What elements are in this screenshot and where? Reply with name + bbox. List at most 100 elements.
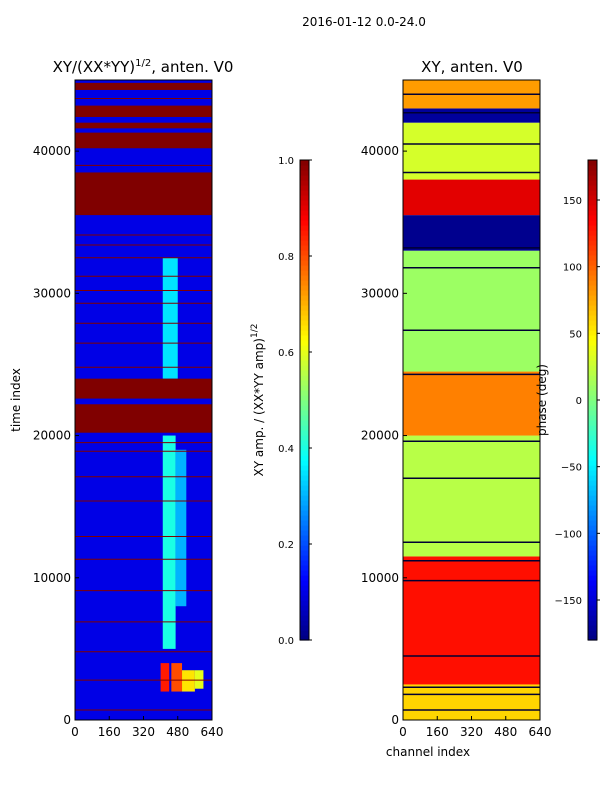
amplitude-colorbar-label: XY amp. / (XX*YY amp)1/2 — [250, 324, 266, 477]
colorbar-step — [300, 160, 309, 166]
panel-phase: XY, anten. V0 0 160 320 480 640 0 10000 20000 3… — [361, 58, 552, 759]
colorbar-step — [588, 535, 597, 541]
colorbar-step — [300, 435, 309, 441]
colorbar-step — [588, 365, 597, 371]
colorbar-step — [300, 555, 309, 561]
colorbar-step — [300, 345, 309, 351]
colorbar-step — [588, 380, 597, 386]
x-tick-label: 320 — [132, 725, 155, 739]
colorbar-step — [588, 300, 597, 306]
colorbar-step — [300, 425, 309, 431]
colorbar-step — [588, 405, 597, 411]
colorbar-step — [300, 570, 309, 576]
heatmap-hotspot — [160, 663, 170, 692]
colorbar-step — [300, 490, 309, 496]
colorbar-step — [300, 385, 309, 391]
colorbar-step — [588, 575, 597, 581]
colorbar-step — [300, 525, 309, 531]
colorbar-step — [588, 395, 597, 401]
colorbar-step — [588, 280, 597, 286]
colorbar-step — [588, 630, 597, 636]
y-tick-label: 30000 — [361, 286, 399, 300]
colorbar-step — [300, 475, 309, 481]
panel-phase-title: XY, anten. V0 — [421, 58, 523, 76]
colorbar-step — [300, 615, 309, 621]
colorbar-step — [300, 330, 309, 336]
colorbar-step — [588, 225, 597, 231]
colorbar-tick-label: 0.2 — [278, 540, 294, 551]
colorbar-step — [588, 540, 597, 546]
colorbar-step — [588, 415, 597, 421]
colorbar-step — [300, 315, 309, 321]
colorbar-step — [300, 590, 309, 596]
colorbar-tick-label: −100 — [555, 529, 582, 540]
colorbar-step — [300, 255, 309, 261]
colorbar-step — [588, 245, 597, 251]
colorbar-step — [588, 360, 597, 366]
colorbar-step — [588, 555, 597, 561]
x-tick-label: 0 — [71, 725, 79, 739]
colorbar-step — [588, 325, 597, 331]
heatmap-band — [403, 556, 540, 685]
colorbar-step — [300, 230, 309, 236]
colorbar-step — [300, 280, 309, 286]
heatmap-band — [75, 378, 212, 399]
colorbar-step — [300, 250, 309, 256]
colorbar-step — [588, 505, 597, 511]
colorbar-step — [588, 430, 597, 436]
colorbar-step — [300, 370, 309, 376]
colorbar-step — [300, 415, 309, 421]
colorbar-step — [300, 365, 309, 371]
heatmap-band — [403, 122, 540, 180]
colorbar-step — [588, 235, 597, 241]
colorbar-step — [588, 515, 597, 521]
colorbar-step — [588, 465, 597, 471]
colorbar-step — [300, 585, 309, 591]
colorbar-step — [588, 310, 597, 316]
colorbar-step — [300, 350, 309, 356]
colorbar-step — [588, 605, 597, 611]
colorbar-step — [300, 605, 309, 611]
colorbar-step — [588, 510, 597, 516]
colorbar-step — [588, 370, 597, 376]
colorbar-tick-label: −150 — [555, 596, 582, 607]
colorbar-step — [300, 295, 309, 301]
heatmap-hotspot — [171, 663, 183, 692]
phase-x-ticks: 0 160 320 480 640 — [399, 716, 551, 739]
amplitude-x-ticks: 0 160 320 480 640 — [71, 716, 223, 739]
heatmap-hotspot — [175, 449, 187, 607]
colorbar-step — [300, 170, 309, 176]
phase-colorbar-ticks: −150 −100 −50 0 50 100 150 — [555, 196, 600, 607]
colorbar-step — [300, 335, 309, 341]
colorbar-step — [588, 500, 597, 506]
y-tick-label: 20000 — [33, 429, 71, 443]
y-tick-label: 40000 — [361, 144, 399, 158]
colorbar-step — [588, 620, 597, 626]
amplitude-y-ticks: 0 10000 20000 30000 40000 — [33, 144, 79, 727]
colorbar-step — [300, 175, 309, 181]
heatmap-band — [75, 404, 212, 433]
colorbar-step — [588, 230, 597, 236]
phase-y-ticks: 0 10000 20000 30000 40000 — [361, 144, 407, 727]
colorbar-step — [588, 445, 597, 451]
colorbar-step — [588, 260, 597, 266]
colorbar-step — [588, 275, 597, 281]
colorbar-step — [588, 480, 597, 486]
colorbar-step — [300, 205, 309, 211]
phase-heatmap — [403, 80, 540, 720]
colorbar-step — [300, 625, 309, 631]
colorbar-step — [588, 250, 597, 256]
colorbar-step — [588, 460, 597, 466]
colorbar-step — [588, 565, 597, 571]
colorbar-step — [300, 265, 309, 271]
colorbar-step — [300, 200, 309, 206]
colorbar-step — [588, 210, 597, 216]
y-tick-label: 0 — [63, 713, 71, 727]
colorbar-step — [300, 245, 309, 251]
colorbar-step — [300, 535, 309, 541]
amplitude-ylabel: time index — [9, 368, 23, 432]
colorbar-step — [588, 285, 597, 291]
y-tick-label: 40000 — [33, 144, 71, 158]
heatmap-band — [403, 108, 540, 123]
colorbar-step — [588, 185, 597, 191]
